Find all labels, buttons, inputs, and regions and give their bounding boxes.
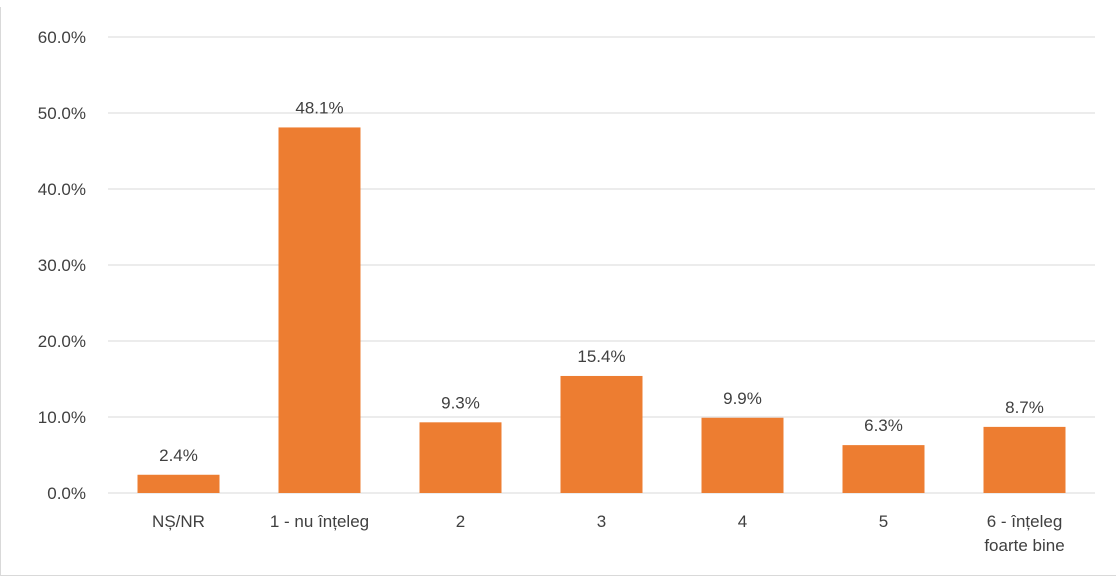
bar bbox=[138, 475, 220, 493]
bar bbox=[561, 376, 643, 493]
bar bbox=[984, 427, 1066, 493]
bar bbox=[420, 422, 502, 493]
x-category-label: 1 - nu înțeleg bbox=[270, 512, 369, 531]
y-tick-label: 0.0% bbox=[47, 484, 86, 503]
data-label: 8.7% bbox=[1005, 398, 1044, 417]
x-axis-category-labels: NȘ/NR 1 - nu înțeleg 2 3 4 5 6 - înțeleg foarte… bbox=[152, 512, 1065, 555]
y-tick-label: 30.0% bbox=[38, 256, 86, 275]
x-category-label: 2 bbox=[456, 512, 465, 531]
y-tick-label: 20.0% bbox=[38, 332, 86, 351]
y-tick-label: 40.0% bbox=[38, 180, 86, 199]
data-label: 9.3% bbox=[441, 393, 480, 412]
x-category-label: 4 bbox=[738, 512, 747, 531]
x-category-label: 3 bbox=[597, 512, 606, 531]
x-category-label: NȘ/NR bbox=[152, 512, 205, 531]
y-tick-label: 10.0% bbox=[38, 408, 86, 427]
y-tick-label: 50.0% bbox=[38, 104, 86, 123]
x-category-label: foarte bine bbox=[984, 536, 1064, 555]
bars bbox=[138, 127, 1066, 493]
data-label: 6.3% bbox=[864, 416, 903, 435]
y-axis-tick-labels: 0.0% 10.0% 20.0% 30.0% 40.0% 50.0% 60.0% bbox=[38, 28, 86, 503]
x-category-label: 6 - înțeleg bbox=[987, 512, 1063, 531]
data-label: 48.1% bbox=[295, 98, 343, 117]
bar bbox=[279, 127, 361, 493]
data-label: 2.4% bbox=[159, 446, 198, 465]
data-label: 15.4% bbox=[577, 347, 625, 366]
data-label: 9.9% bbox=[723, 389, 762, 408]
x-category-label: 5 bbox=[879, 512, 888, 531]
bar bbox=[702, 418, 784, 493]
y-tick-label: 60.0% bbox=[38, 28, 86, 47]
bar bbox=[843, 445, 925, 493]
